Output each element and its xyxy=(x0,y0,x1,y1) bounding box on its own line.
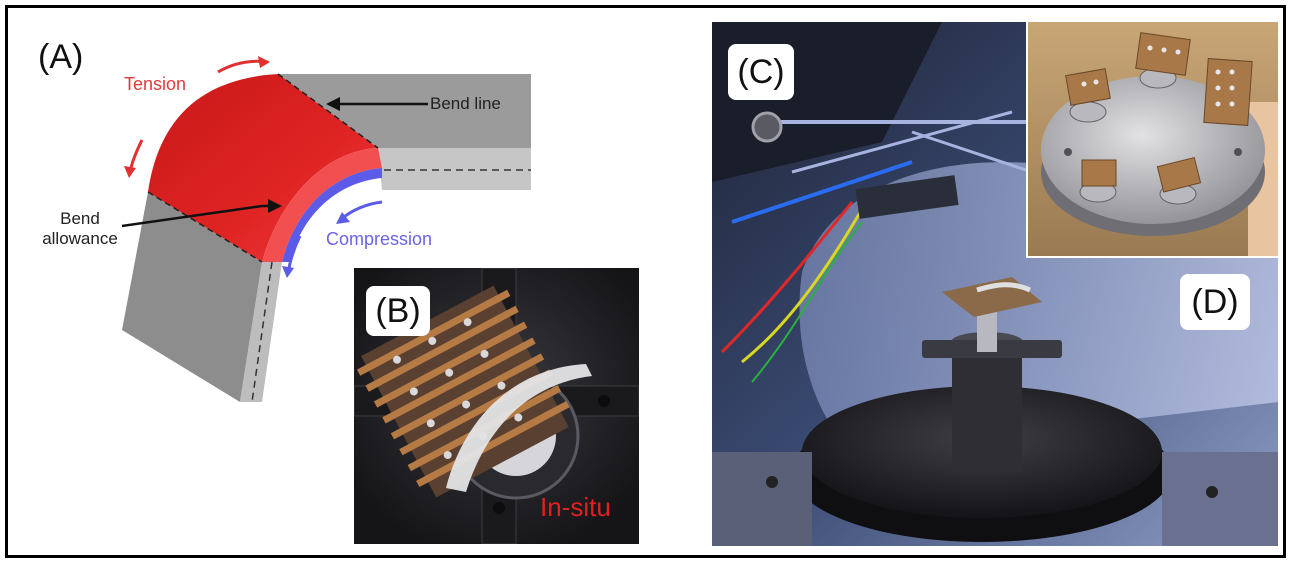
panel-a-label: (A) xyxy=(38,38,84,76)
bend-diagram xyxy=(121,56,531,403)
panel-b-label: (B) xyxy=(366,286,430,336)
tension-label: Tension xyxy=(124,74,187,94)
compression-label: Compression xyxy=(326,229,433,249)
bend-allowance-line1: Bend xyxy=(60,209,100,228)
panel-d-label: (D) xyxy=(1180,274,1250,330)
bend-line-label: Bend line xyxy=(430,94,501,113)
bend-allowance-arrow xyxy=(121,204,263,228)
panel-b-photo xyxy=(354,268,639,544)
vertical-arm-front xyxy=(240,262,282,402)
compression-arrow-top xyxy=(339,200,383,222)
panel-c-label: (C) xyxy=(728,44,794,100)
sample-carousel-image xyxy=(1028,22,1278,256)
panel-c-photo xyxy=(712,22,1278,546)
tension-arrow-left xyxy=(128,139,144,173)
insitu-holder-image xyxy=(354,268,639,544)
chamber-image xyxy=(712,22,1278,546)
vertical-arm-side xyxy=(122,192,262,402)
bend-allowance-label: Bend allowance xyxy=(40,209,120,249)
horizontal-arm-front xyxy=(378,148,531,190)
horizontal-arm-top xyxy=(278,74,531,148)
bend-allowance-line2: allowance xyxy=(42,229,118,248)
panel-d-photo xyxy=(1026,22,1278,258)
insitu-caption: In-situ xyxy=(540,492,611,522)
